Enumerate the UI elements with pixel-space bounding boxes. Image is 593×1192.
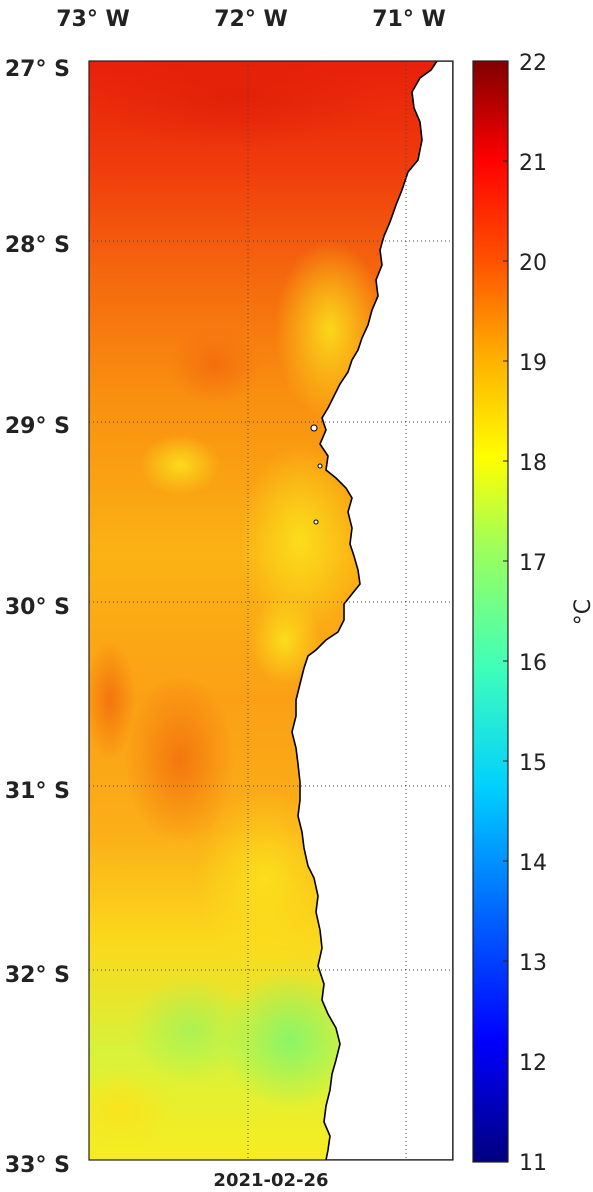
sst-field <box>89 61 453 1160</box>
lon-label-73w: 73° W <box>56 7 130 32</box>
lat-label-33s: 33° S <box>5 1153 70 1178</box>
date-label: 2021-02-26 <box>213 1170 328 1188</box>
lon-label-72w: 72° W <box>214 7 288 32</box>
land-mask <box>291 61 453 1160</box>
cbar-tick-17: 17 <box>519 551 547 576</box>
cbar-tick-11: 11 <box>519 1151 547 1176</box>
longitude-axis: 73° W 72° W 71° W <box>56 7 446 32</box>
cbar-tick-14: 14 <box>519 851 547 876</box>
cbar-tick-18: 18 <box>519 451 547 476</box>
lat-label-29s: 29° S <box>5 414 70 439</box>
cbar-tick-19: 19 <box>519 351 547 376</box>
cbar-tick-21: 21 <box>519 151 547 176</box>
cbar-tick-12: 12 <box>519 1051 547 1076</box>
latitude-axis: 27° S 28° S 29° S 30° S 31° S 32° S 33° … <box>5 57 70 1178</box>
cbar-tick-16: 16 <box>519 651 547 676</box>
lat-label-30s: 30° S <box>5 595 70 620</box>
gridlines <box>89 61 453 1160</box>
map-frame <box>88 60 454 1161</box>
cbar-tick-15: 15 <box>519 751 547 776</box>
cbar-tick-13: 13 <box>519 951 547 976</box>
lat-label-31s: 31° S <box>5 779 70 804</box>
lat-label-28s: 28° S <box>5 233 70 258</box>
lat-label-27s: 27° S <box>5 57 70 82</box>
cbar-tick-20: 20 <box>519 251 547 276</box>
colorbar: 22 21 20 19 18 17 16 15 14 13 12 11 °C <box>472 51 593 1176</box>
lon-label-71w: 71° W <box>372 7 446 32</box>
colorbar-ticks <box>503 160 508 1062</box>
colorbar-unit: °C <box>571 599 593 625</box>
lat-label-32s: 32° S <box>5 963 70 988</box>
colorbar-gradient <box>472 60 509 1163</box>
cbar-tick-22: 22 <box>519 51 547 76</box>
